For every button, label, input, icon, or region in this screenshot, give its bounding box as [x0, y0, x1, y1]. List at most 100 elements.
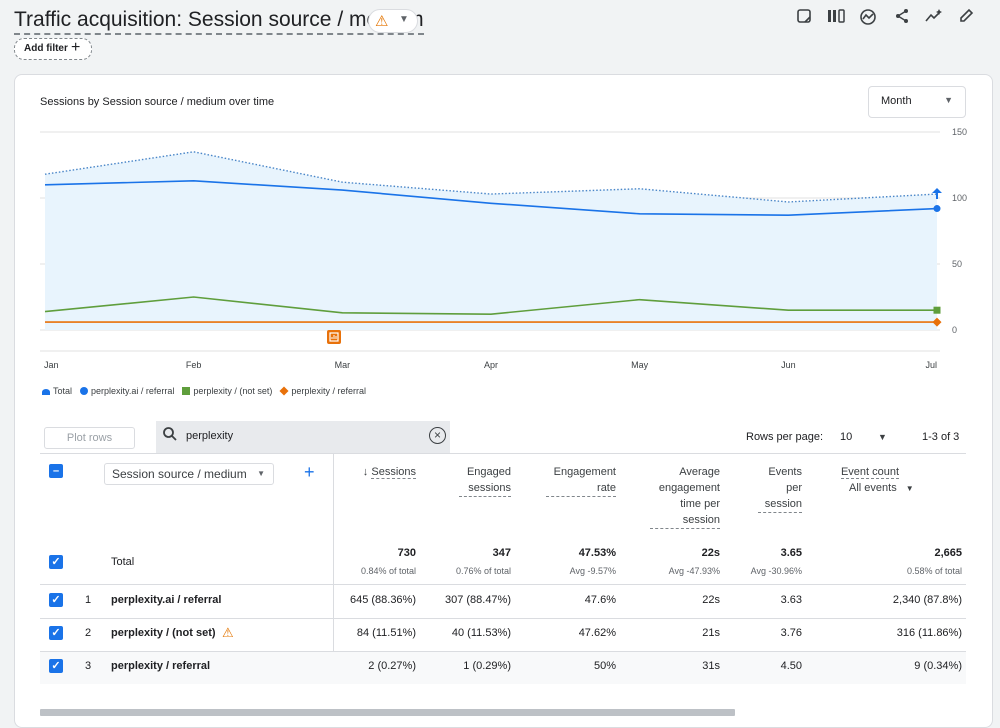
table-cell: 3.63	[780, 594, 802, 606]
horizontal-scrollbar[interactable]	[40, 709, 735, 716]
legend-swatch-icon	[42, 389, 50, 395]
divider	[333, 454, 334, 684]
x-tick-label: Jul	[925, 360, 937, 370]
rows-per-page-select[interactable]: 10	[840, 431, 853, 443]
legend-swatch-icon	[279, 386, 289, 396]
table-row-bg	[40, 652, 966, 684]
legend-swatch-icon	[182, 387, 191, 395]
col-sessions[interactable]: ↓ Sessions	[362, 466, 416, 479]
legend-item[interactable]: Total	[42, 386, 72, 396]
x-tick-label: Apr	[484, 360, 498, 370]
table-cell: 47.62%	[578, 627, 616, 639]
totals-value: 47.53%	[578, 547, 616, 559]
table-cell: 4.50	[780, 660, 802, 672]
col-events-per-session[interactable]: Events per session	[742, 464, 802, 513]
chevron-down-icon: ▼	[905, 484, 914, 493]
totals-value: 3.65	[780, 547, 802, 559]
totals-sub: Avg -47.93%	[668, 566, 720, 576]
dimension-label: Session source / medium	[112, 467, 247, 481]
table-cell: 316 (11.86%)	[896, 627, 962, 639]
col-engagement-rate-label: Engagement rate	[546, 464, 616, 497]
totals-checkbox[interactable]: ✓	[49, 555, 63, 569]
row-number: 3	[85, 660, 92, 672]
chart-title: Sessions by Session source / medium over…	[40, 96, 275, 108]
series-end-marker	[933, 306, 941, 314]
series-line	[44, 180, 938, 216]
legend-swatch-icon	[80, 387, 89, 395]
y-tick-label: 100	[952, 193, 967, 203]
series-line	[44, 151, 938, 203]
totals-value: 22s	[701, 547, 720, 559]
col-engagement-rate[interactable]: Engagement rate	[536, 464, 616, 497]
insights-icon[interactable]	[858, 8, 878, 28]
table-cell: 50%	[593, 660, 616, 672]
chevron-down-icon: ▼	[399, 14, 409, 25]
granularity-select[interactable]: Month ▼	[868, 86, 966, 118]
legend-label: perplexity / referral	[291, 386, 366, 396]
annotation-icon[interactable]	[327, 330, 341, 344]
clear-search-icon[interactable]: ×	[429, 427, 446, 444]
totals-label: Total	[111, 556, 135, 568]
series-line	[44, 296, 937, 315]
select-all-checkbox[interactable]: –	[49, 464, 63, 478]
chevron-down-icon: ▼	[944, 95, 953, 105]
legend-item[interactable]: perplexity.ai / referral	[80, 386, 174, 396]
dimension-select[interactable]: Session source / medium ▼	[104, 463, 274, 485]
table-cell: 2 (0.27%)	[368, 660, 416, 672]
plot-rows-button[interactable]: Plot rows	[44, 427, 135, 449]
table-cell: 31s	[702, 660, 720, 672]
table-cell: 3.76	[780, 627, 802, 639]
legend-item[interactable]: perplexity / (not set)	[182, 386, 272, 396]
sort-desc-icon: ↓	[362, 466, 372, 478]
x-tick-label: Jan	[44, 360, 59, 370]
col-engaged-sessions[interactable]: Engaged sessions	[431, 464, 511, 497]
chevron-down-icon: ▼	[257, 469, 265, 478]
col-engaged-sessions-label: Engaged sessions	[459, 464, 511, 497]
row-number: 2	[85, 627, 92, 639]
compare-icon[interactable]	[826, 8, 846, 28]
divider	[40, 584, 966, 585]
row-dimension[interactable]: perplexity / (not set)	[111, 627, 216, 639]
x-tick-label: Feb	[186, 360, 202, 370]
totals-sub: 0.84% of total	[360, 566, 416, 576]
col-avg-engagement-time[interactable]: Average engagement time per session	[640, 464, 720, 529]
add-dimension-button[interactable]: +	[304, 462, 315, 482]
legend-label: perplexity / (not set)	[193, 386, 273, 396]
search-input[interactable]: perplexity ×	[156, 421, 450, 454]
y-tick-label: 50	[952, 259, 962, 269]
totals-value: 2,665	[934, 547, 962, 559]
warning-icon: ⚠	[375, 13, 389, 30]
search-icon	[162, 426, 178, 447]
col-event-count-label: Event count	[840, 466, 900, 479]
totals-sub: 0.76% of total	[455, 566, 511, 576]
row-dimension[interactable]: perplexity / referral	[111, 660, 211, 672]
chevron-down-icon[interactable]: ▼	[878, 432, 887, 442]
event-filter-select[interactable]: All events ▼	[849, 482, 914, 494]
edit-icon[interactable]	[956, 8, 976, 28]
warning-chip[interactable]: ⚠ ▼	[368, 9, 418, 33]
totals-value: 730	[397, 547, 416, 559]
table-cell: 307 (88.47%)	[444, 594, 511, 606]
chart-legend: Total perplexity.ai / referral perplexity …	[42, 386, 374, 396]
line-chart: 150 100 50 0 Jan Feb Mar Apr May Jun Jul	[40, 127, 967, 370]
row-dimension[interactable]: perplexity.ai / referral	[111, 594, 222, 606]
share-icon[interactable]	[892, 8, 912, 28]
table-cell: 22s	[702, 594, 720, 606]
add-filter-label: Add filter	[24, 43, 68, 54]
note-icon[interactable]	[794, 8, 814, 28]
col-event-count[interactable]: Event count	[825, 464, 915, 480]
y-tick-label: 0	[952, 325, 957, 335]
anomaly-icon[interactable]	[924, 8, 944, 28]
total-area	[45, 151, 937, 330]
series-end-marker	[932, 188, 942, 200]
pagination-info: 1-3 of 3	[922, 431, 960, 443]
series-end-marker	[933, 205, 941, 213]
row-checkbox[interactable]: ✓	[49, 659, 63, 673]
row-checkbox[interactable]: ✓	[49, 593, 63, 607]
legend-item[interactable]: perplexity / referral	[279, 386, 366, 396]
row-checkbox[interactable]: ✓	[49, 626, 63, 640]
totals-sub: Avg -30.96%	[750, 566, 802, 576]
table-cell: 2,340 (87.8%)	[892, 594, 962, 606]
add-filter-button[interactable]: Add filter +	[14, 38, 92, 60]
warning-icon[interactable]: ⚠	[222, 625, 234, 640]
